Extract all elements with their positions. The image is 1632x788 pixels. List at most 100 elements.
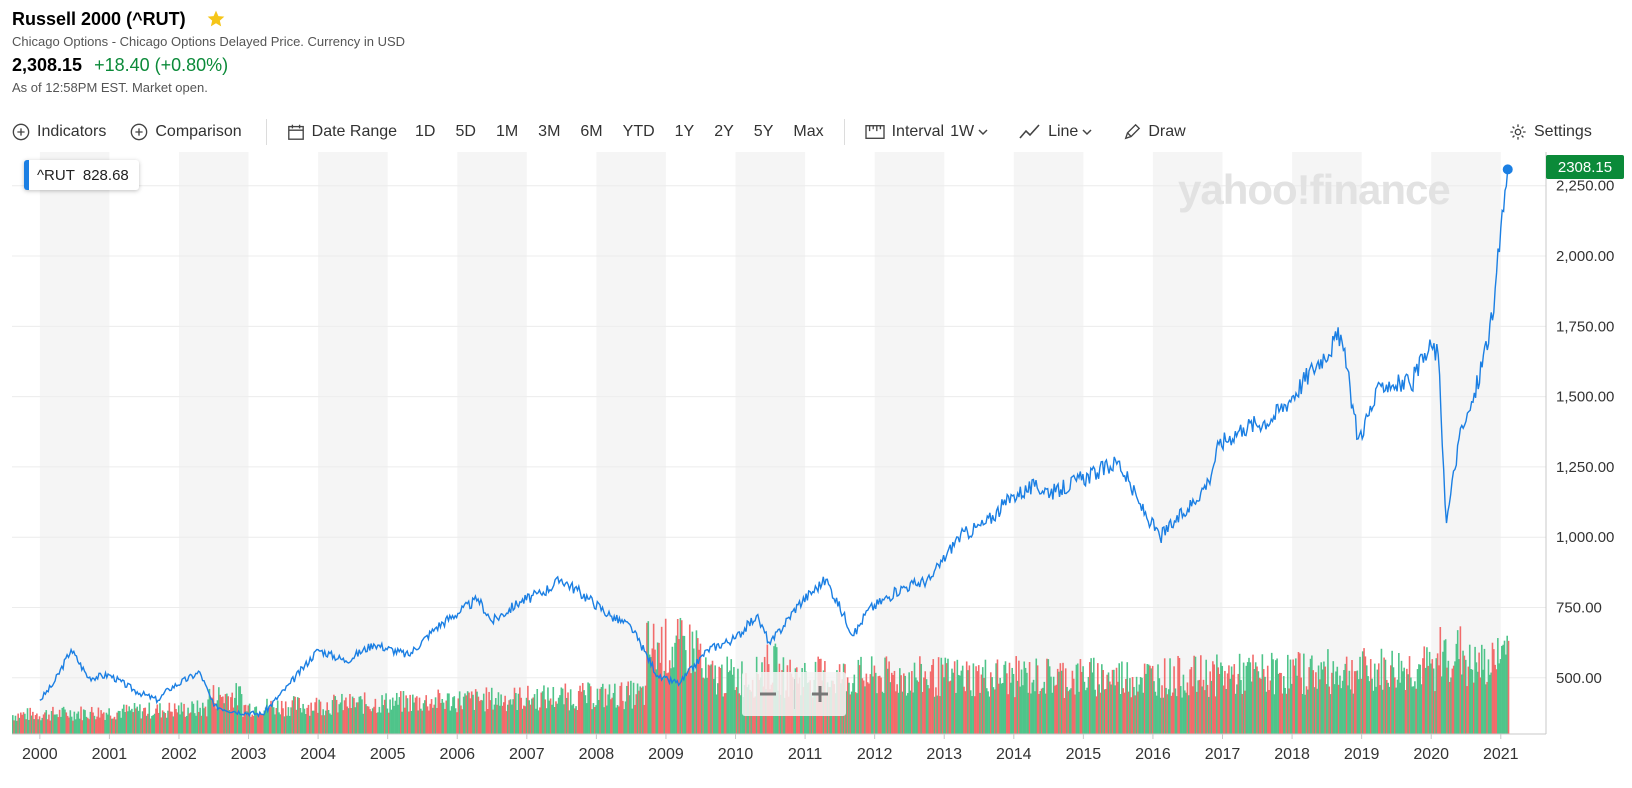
- range-2y[interactable]: 2Y: [714, 123, 734, 140]
- volume-bar: [18, 717, 21, 734]
- volume-bar: [675, 635, 678, 734]
- volume-bar: [1236, 684, 1238, 734]
- date-range-button[interactable]: Date Range: [287, 123, 397, 141]
- chart-type-dropdown[interactable]: Line: [1019, 123, 1099, 141]
- volume-bar: [1190, 667, 1193, 734]
- volume-bar: [1052, 676, 1055, 734]
- volume-bar: [1420, 684, 1423, 734]
- volume-bar: [1355, 671, 1357, 734]
- range-1d[interactable]: 1D: [415, 123, 436, 140]
- volume-bar: [988, 696, 991, 734]
- volume-bar: [434, 697, 437, 734]
- volume-bar: [1501, 645, 1503, 734]
- range-6m[interactable]: 6M: [580, 123, 603, 140]
- volume-bar: [852, 683, 854, 734]
- draw-button[interactable]: Draw: [1123, 123, 1186, 141]
- volume-bar: [298, 697, 300, 734]
- zoom-controls: [742, 672, 846, 716]
- volume-bar: [583, 690, 585, 734]
- volume-bar: [102, 712, 105, 734]
- chart-type-value: Line: [1048, 123, 1079, 140]
- tooltip-symbol: ^RUT: [37, 166, 75, 184]
- volume-bar: [322, 709, 324, 734]
- volume-bar: [1007, 694, 1009, 734]
- volume-bar: [1040, 688, 1043, 734]
- volume-bar: [592, 703, 595, 734]
- volume-bar: [74, 719, 77, 734]
- last-price-label: 2308.15: [1546, 155, 1624, 179]
- comparison-button[interactable]: Comparison: [130, 123, 242, 141]
- volume-bar: [949, 680, 952, 734]
- star-icon[interactable]: [206, 9, 226, 29]
- volume-bar: [318, 699, 320, 734]
- volume-bar: [1499, 659, 1502, 734]
- range-5d[interactable]: 5D: [455, 123, 476, 140]
- zoom-in-button[interactable]: [794, 672, 846, 716]
- range-max[interactable]: Max: [793, 123, 824, 140]
- volume-bar: [493, 704, 496, 734]
- quote-header: Russell 2000 (^RUT) Chicago Options - Ch…: [12, 6, 405, 96]
- volume-bar: [933, 696, 936, 734]
- volume-bar: [1483, 648, 1486, 734]
- volume-bar: [17, 713, 19, 734]
- range-1y[interactable]: 1Y: [674, 123, 695, 140]
- indicators-button[interactable]: Indicators: [12, 123, 106, 141]
- volume-bar: [1270, 652, 1273, 734]
- volume-bar: [393, 705, 395, 734]
- volume-bar: [1121, 661, 1123, 734]
- volume-bar: [730, 659, 733, 734]
- volume-bar: [136, 706, 139, 734]
- volume-bar: [367, 706, 370, 734]
- volume-bar: [264, 707, 267, 734]
- range-3m[interactable]: 3M: [538, 123, 561, 140]
- zoom-out-button[interactable]: [742, 672, 794, 716]
- volume-bar: [1047, 659, 1050, 734]
- volume-bar: [1391, 650, 1393, 734]
- volume-bar: [1228, 665, 1230, 734]
- volume-bar: [1448, 681, 1451, 734]
- volume-bar: [662, 678, 664, 734]
- volume-bar: [721, 664, 723, 734]
- volume-bar: [557, 697, 560, 734]
- volume-bar: [1039, 691, 1042, 734]
- interval-dropdown[interactable]: Interval 1W: [864, 123, 995, 141]
- volume-bar: [1269, 680, 1272, 734]
- volume-bar: [1046, 658, 1048, 734]
- volume-bar: [474, 689, 477, 734]
- volume-bar: [25, 719, 27, 734]
- volume-bar: [1497, 638, 1499, 734]
- volume-bar: [169, 711, 172, 734]
- volume-bar: [160, 717, 163, 734]
- volume-bar: [977, 665, 980, 734]
- volume-bar: [1006, 673, 1008, 734]
- y-tick-label: 750.00: [1556, 599, 1602, 616]
- volume-bar: [149, 718, 152, 734]
- volume-bar: [196, 700, 199, 734]
- volume-bar: [1261, 654, 1264, 734]
- volume-bar: [1220, 662, 1222, 734]
- volume-bar: [1506, 635, 1508, 734]
- volume-bar: [270, 700, 272, 734]
- range-ytd[interactable]: YTD: [622, 123, 655, 140]
- volume-bar: [215, 708, 217, 734]
- volume-bar: [1133, 686, 1135, 734]
- volume-bar: [1392, 667, 1395, 734]
- range-5y[interactable]: 5Y: [753, 123, 774, 140]
- x-tick-label: 2019: [1344, 746, 1380, 763]
- volume-bar: [638, 690, 640, 734]
- volume-bar: [1221, 665, 1224, 734]
- volume-bar: [615, 707, 617, 734]
- volume-bar: [1256, 666, 1258, 734]
- volume-bar: [505, 711, 508, 734]
- settings-button[interactable]: Settings: [1509, 123, 1592, 141]
- volume-bar: [1106, 674, 1108, 734]
- volume-bar: [125, 704, 128, 734]
- volume-bar: [76, 713, 78, 734]
- volume-bar: [292, 696, 295, 734]
- volume-bar: [450, 706, 453, 734]
- volume-bar: [227, 696, 229, 734]
- range-1m[interactable]: 1M: [495, 123, 519, 140]
- volume-bar: [378, 706, 381, 734]
- volume-bar: [1035, 658, 1038, 734]
